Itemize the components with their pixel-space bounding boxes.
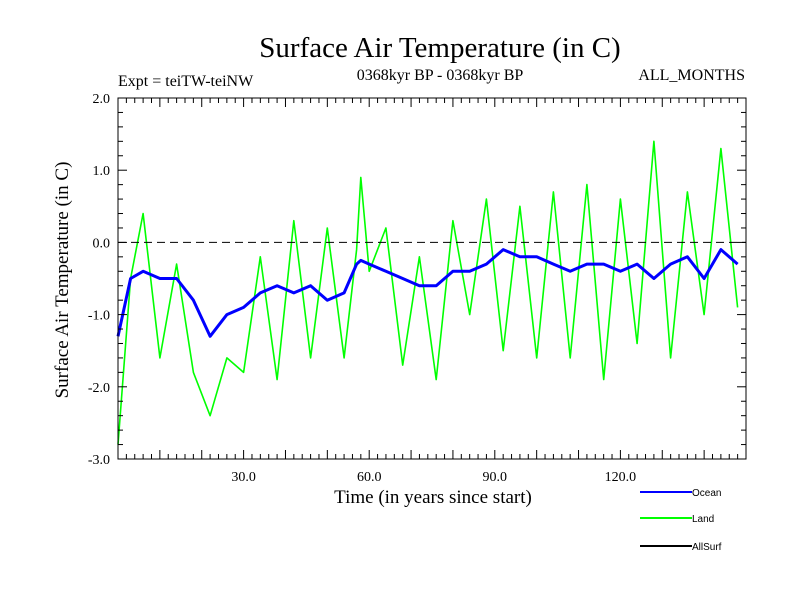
- y-tick-label: 0.0: [93, 236, 111, 251]
- x-tick-label: 30.0: [231, 470, 256, 485]
- series-land: [117, 140, 739, 445]
- period-label: 0368kyr BP - 0368kyr BP: [357, 67, 524, 84]
- y-tick-label: -2.0: [88, 381, 110, 396]
- legend: Ocean Land AllSurf: [640, 488, 722, 553]
- series-group: [116, 140, 739, 445]
- x-tick-label: 60.0: [357, 470, 382, 485]
- legend-label-ocean: Ocean: [692, 488, 721, 499]
- months-label: ALL_MONTHS: [638, 67, 745, 84]
- x-axis-label: Time (in years since start): [334, 487, 532, 508]
- y-tick-label: 1.0: [93, 164, 111, 179]
- chart-title: Surface Air Temperature (in C): [259, 32, 620, 64]
- legend-label-land: Land: [692, 514, 714, 525]
- series-ocean: [116, 248, 739, 338]
- legend-label-allsurf: AllSurf: [692, 542, 722, 553]
- y-tick-label: 2.0: [93, 92, 111, 107]
- axes-group: -3.0 -2.0 -1.0 0.0 1.0 2.0 30.0 60.0 90.0 120.0: [88, 92, 747, 485]
- y-tick-label: -3.0: [88, 453, 110, 468]
- x-tick-label: 90.0: [483, 470, 508, 485]
- y-tick-label: -1.0: [88, 309, 110, 324]
- plot-frame: [117, 97, 747, 460]
- experiment-label: Expt = teiTW-teiNW: [118, 73, 254, 90]
- y-axis-label: Surface Air Temperature (in C): [52, 162, 73, 399]
- x-tick-label: 120.0: [605, 470, 637, 485]
